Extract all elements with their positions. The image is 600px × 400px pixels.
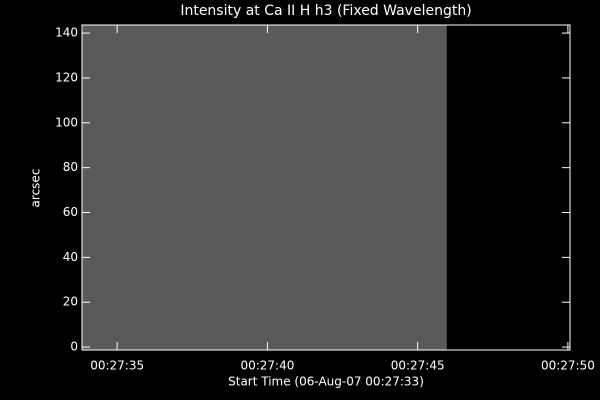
x-axis-label: Start Time (06-Aug-07 00:27:33) [228, 375, 424, 389]
y-tick-label: 60 [63, 205, 78, 219]
image [82, 25, 447, 350]
chart-title: Intensity at Ca II H h3 (Fixed Wavelengt… [180, 3, 471, 19]
y-tick-label: 0 [70, 340, 78, 354]
y-tick-label: 140 [55, 26, 78, 40]
y-tick-label: 80 [63, 160, 78, 174]
x-tick-label: 00:27:45 [391, 359, 445, 373]
y-tick-label: 120 [55, 70, 78, 84]
y-axis-label: arcsec [29, 169, 43, 208]
x-tick-label: 00:27:50 [541, 359, 595, 373]
plot-frame [81, 24, 571, 351]
x-tick-label: 00:27:35 [90, 359, 144, 373]
y-tick-label: 100 [55, 115, 78, 129]
x-tick-label: 00:27:40 [240, 359, 294, 373]
y-tick-label: 20 [63, 295, 78, 309]
y-tick-label: 40 [63, 250, 78, 264]
